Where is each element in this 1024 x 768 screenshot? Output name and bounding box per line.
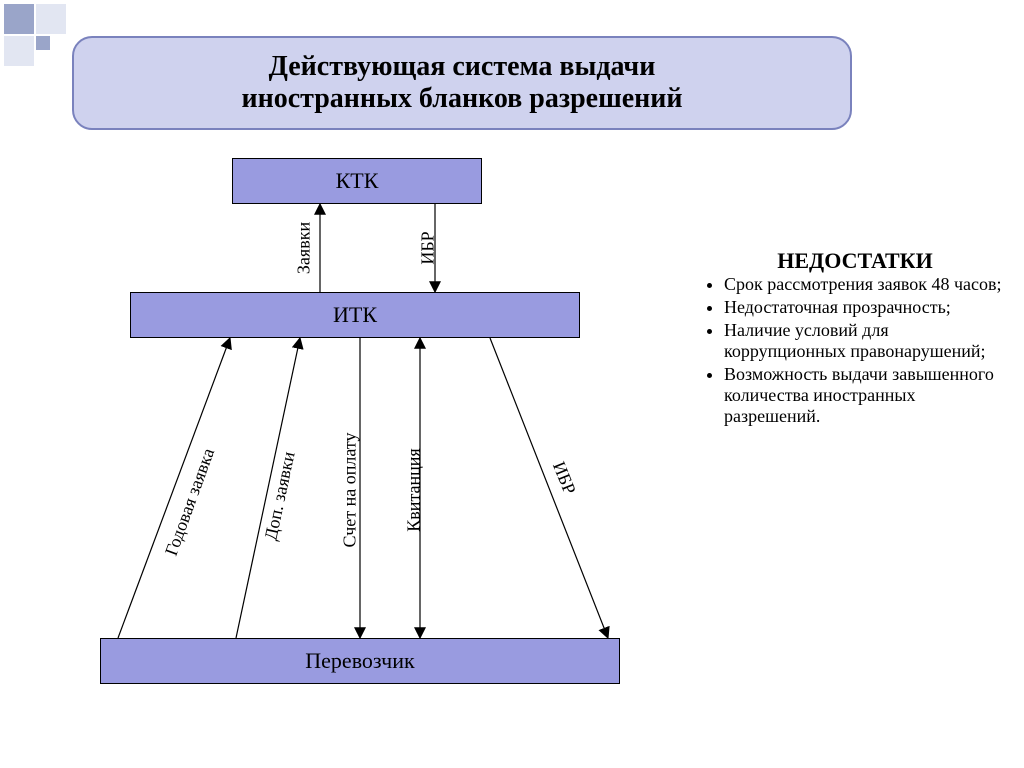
disadvantages-block: НЕДОСТАТКИ Срок рассмотрения заявок 48 ч… [700, 248, 1010, 429]
disadvantage-item: Недостаточная прозрачность; [724, 297, 1010, 318]
edge-label: Заявки [294, 222, 315, 274]
edge-label: Квитанция [404, 448, 425, 531]
disadvantage-item: Возможность выдачи завышенного количеств… [724, 364, 1010, 427]
disadvantages-title: НЕДОСТАТКИ [700, 248, 1010, 274]
title-line-1: Действующая система выдачи [269, 51, 656, 83]
node-carrier: Перевозчик [100, 638, 620, 684]
node-itk: ИТК [130, 292, 580, 338]
disadvantage-item: Наличие условий для коррупционных правон… [724, 320, 1010, 362]
edge-label: Годовая заявка [161, 445, 219, 558]
title-line-2: иностранных бланков разрешений [241, 83, 682, 115]
edge-label: Доп. заявки [260, 450, 299, 543]
disadvantage-item: Срок рассмотрения заявок 48 часов; [724, 274, 1010, 295]
edge-label: ИБР [418, 231, 439, 264]
diagram-title: Действующая система выдачи иностранных б… [72, 36, 852, 130]
node-ktk: КТК [232, 158, 482, 204]
edge-label: ИБР [548, 459, 580, 498]
edge-label: Счет на оплату [340, 432, 361, 547]
disadvantages-list: Срок рассмотрения заявок 48 часов;Недост… [700, 274, 1010, 427]
